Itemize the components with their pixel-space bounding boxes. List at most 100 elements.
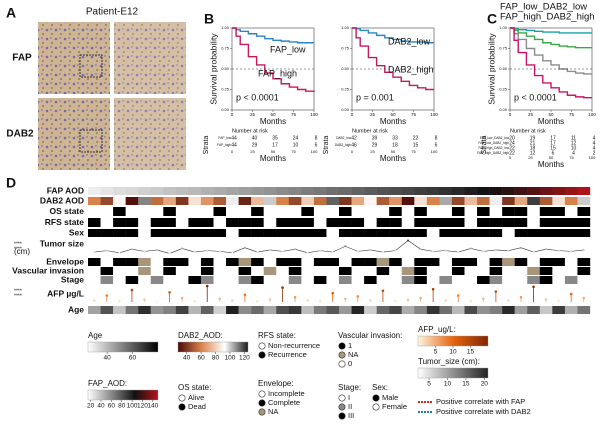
- at-risk-count: 22: [413, 135, 419, 141]
- heatmap-cell: [364, 258, 377, 266]
- heatmap-cell: [489, 197, 503, 205]
- heatmap-cell: [364, 267, 377, 275]
- tumor-size-point: [356, 250, 359, 253]
- y-tick-label: 1.00: [499, 25, 508, 30]
- heatmap-cell: [276, 197, 289, 205]
- heatmap-cell: [251, 218, 264, 227]
- at-risk-count: 4: [572, 150, 575, 156]
- x-tick-label: 25: [250, 112, 256, 117]
- heatmap-cell: [539, 187, 553, 195]
- heatmap-cell: [401, 276, 415, 284]
- tumor-size-point: [105, 249, 108, 252]
- survival-curve: [352, 27, 434, 91]
- risk-x-title: Months: [260, 154, 286, 163]
- heatmap-cell: [539, 218, 553, 227]
- afp-point: [569, 292, 573, 296]
- tumor-size-point: [331, 251, 334, 254]
- panel-label: A: [6, 5, 16, 21]
- x-tick-label: 100: [310, 112, 318, 117]
- heatmap-cell: [477, 306, 490, 314]
- heatmap-cell: [263, 306, 277, 314]
- heatmap-cell: [213, 229, 227, 237]
- colorbar-tick-label: 20: [481, 381, 489, 388]
- heatmap-cell: [326, 258, 340, 266]
- heatmap-cell: [263, 187, 277, 195]
- heatmap-cell: [464, 197, 478, 205]
- tumor-size-point: [168, 252, 171, 255]
- afp-point: [557, 299, 560, 303]
- strata-name: DAB2_high: [335, 143, 351, 147]
- heatmap-cell: [502, 258, 515, 266]
- strata-name: FAP_low_DAB2_high: [479, 141, 510, 145]
- legend-label: III: [348, 411, 354, 420]
- x-tick-label: 25: [528, 112, 534, 117]
- afp-point: [118, 299, 121, 303]
- heatmap-cell: [213, 306, 227, 314]
- y-tick-label: 0.25: [341, 87, 350, 92]
- colorbar-tick-label: 10: [444, 381, 452, 388]
- afp-point: [293, 295, 297, 299]
- track-label: Stage: [61, 274, 84, 284]
- strata-name: FAP_high: [217, 143, 231, 147]
- heatmap-cell: [577, 306, 591, 314]
- ihc-image: [38, 98, 110, 170]
- afp-point: [143, 298, 146, 301]
- risk-table-title: Number at risk: [352, 128, 388, 134]
- tumor-size-point: [319, 249, 322, 252]
- tumor-size-point: [294, 248, 297, 251]
- heatmap-cell: [263, 276, 277, 284]
- heatmap-cell: [426, 276, 440, 284]
- tumor-size-point: [369, 248, 372, 251]
- heatmap-cell: [200, 267, 214, 275]
- x-tick-label: 0: [351, 149, 354, 154]
- tumor-size-point: [519, 246, 522, 249]
- afp-point: [218, 297, 222, 301]
- heatmap-cell: [276, 218, 289, 227]
- heatmap-cell: [226, 258, 239, 266]
- heatmap-cell: [276, 229, 289, 237]
- heatmap-cell: [238, 187, 252, 195]
- heatmap-cell: [577, 258, 591, 266]
- colorbar-tick-label: 80: [212, 355, 220, 362]
- survival-curve: [510, 27, 592, 99]
- heatmap-cell: [326, 207, 340, 216]
- at-risk-count: 33: [392, 135, 398, 141]
- heatmap-cell: [88, 197, 101, 205]
- tumor-size-point: [557, 249, 560, 252]
- heatmap-cell: [414, 258, 428, 266]
- heatmap-cell: [376, 258, 390, 266]
- heatmap-cell: [489, 207, 503, 216]
- x-tick-label: 75: [569, 112, 575, 117]
- heatmap-cell: [477, 229, 490, 237]
- heatmap-cell: [276, 276, 289, 284]
- heatmap-cell: [226, 187, 239, 195]
- colorbar-tick-label: 10: [449, 349, 457, 356]
- legend-title: AFP_ug/L:: [418, 325, 456, 334]
- heatmap-cell: [389, 258, 402, 266]
- colorbar-tick-label: 40: [183, 355, 191, 362]
- y-axis-title: Survival probability: [208, 33, 218, 105]
- p-value: p < 0.0001: [236, 92, 279, 102]
- legend-swatch: [258, 408, 266, 416]
- heatmap-cell: [276, 258, 289, 266]
- heatmap-cell: [439, 267, 453, 275]
- legend-swatch: [258, 399, 266, 407]
- y-tick-label: 0.75: [341, 46, 350, 51]
- heatmap-cell: [163, 306, 177, 314]
- colorbar: [87, 389, 159, 401]
- heatmap-cell: [188, 187, 202, 195]
- heatmap-cell: [426, 258, 440, 266]
- heatmap-cell: [251, 207, 264, 216]
- at-risk-count: 44: [231, 135, 237, 141]
- afp-point: [406, 298, 410, 301]
- afp-point: [231, 299, 234, 302]
- risk-y-title: Strata: [323, 136, 330, 155]
- heatmap-cell: [351, 187, 365, 195]
- track-label: Age: [68, 304, 84, 314]
- heatmap-cell: [401, 267, 415, 275]
- heatmap-cell: [226, 229, 239, 237]
- sig-stars: ****: [14, 288, 22, 294]
- heatmap-cell: [163, 276, 177, 284]
- heatmap-cell: [389, 229, 402, 237]
- afp-point: [381, 289, 385, 293]
